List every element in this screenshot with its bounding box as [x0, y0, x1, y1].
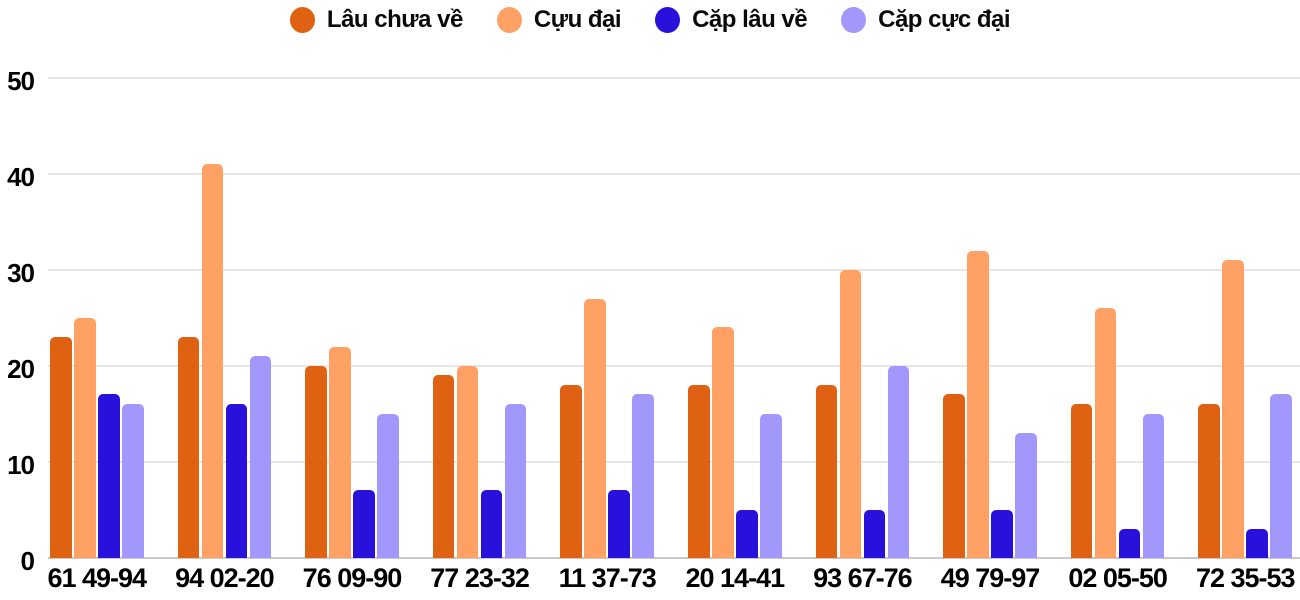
legend-color-dot-icon — [289, 7, 315, 33]
legend-label: Cặp cực đại — [878, 6, 1011, 33]
bar — [1270, 394, 1292, 558]
bar — [504, 404, 527, 558]
bar-group — [1198, 260, 1292, 558]
bar — [249, 356, 272, 558]
x-axis-tick-label: 11 37-73 — [558, 563, 657, 593]
bar — [608, 490, 630, 558]
bar — [967, 250, 989, 558]
bar — [1246, 528, 1268, 558]
legend-color-dot-icon — [841, 7, 867, 33]
x-axis-labels: 61 49-94 94 02-20 76 09-90 77 23-32 11 37-73… — [47, 563, 1296, 594]
gridline — [48, 172, 1300, 175]
x-axis-tick-label: 77 23-32 — [430, 563, 530, 593]
bar — [712, 327, 734, 558]
legend-label: Lâu chưa về — [326, 6, 463, 33]
legend-label: Cặp lâu về — [692, 6, 808, 33]
bar — [632, 394, 654, 558]
y-axis-tick-label: 20 — [7, 353, 35, 384]
x-axis-tick-label: 76 09-90 — [302, 563, 403, 593]
x-axis-line — [48, 556, 1300, 559]
x-axis-tick-label: 20 14-41 — [685, 563, 786, 593]
bar-group — [50, 317, 144, 558]
y-axis-tick-label: 0 — [20, 545, 35, 576]
bar — [353, 490, 375, 558]
bar — [1015, 432, 1037, 558]
bars-row — [50, 78, 1292, 558]
bar-group — [943, 250, 1037, 558]
legend-item: Cựu đại — [496, 6, 622, 34]
bar — [1118, 528, 1141, 558]
bar — [98, 394, 120, 558]
x-axis-tick-label: 72 35-53 — [1195, 563, 1296, 593]
bar — [225, 404, 248, 558]
bar — [480, 490, 503, 558]
bar-group — [1070, 308, 1165, 558]
bar-group — [305, 346, 399, 558]
bar — [74, 317, 96, 558]
x-axis-tick-label: 02 05-50 — [1068, 563, 1168, 593]
bar — [1094, 308, 1117, 558]
legend-color-dot-icon — [496, 7, 522, 33]
legend-item: Cặp cực đại — [841, 6, 1011, 34]
bar — [329, 346, 351, 558]
gridline — [48, 460, 1300, 463]
legend-label: Cựu đại — [533, 6, 622, 33]
bar-group — [560, 298, 654, 558]
x-axis-tick-label: 61 49-94 — [47, 563, 147, 593]
bar — [1142, 413, 1165, 558]
gridline — [48, 268, 1300, 271]
bar — [815, 384, 838, 558]
x-axis-tick-label: 49 79-97 — [940, 563, 1041, 593]
bar — [943, 394, 965, 558]
gridline — [48, 77, 1300, 79]
bar — [122, 404, 144, 558]
bar — [839, 269, 862, 558]
bar — [863, 509, 886, 558]
bar — [377, 413, 399, 558]
bar — [887, 365, 910, 558]
x-axis-tick-label: 94 02-20 — [175, 563, 275, 593]
bar-group — [177, 164, 272, 558]
bar — [688, 384, 710, 558]
y-axis-tick-label: 10 — [7, 449, 35, 480]
bar — [1198, 404, 1220, 558]
bar-group — [815, 269, 910, 558]
bar — [456, 365, 479, 558]
y-axis-tick-label: 40 — [7, 161, 35, 192]
bar — [177, 336, 200, 558]
y-axis-tick-label: 50 — [7, 66, 35, 96]
bar — [1222, 260, 1244, 558]
legend-item: Cặp lâu về — [655, 6, 808, 34]
bar — [736, 509, 758, 558]
bar — [432, 375, 455, 558]
bar — [760, 413, 782, 558]
legend-item: Lâu chưa về — [289, 6, 463, 34]
bar — [584, 298, 606, 558]
bar — [560, 384, 582, 558]
bar — [201, 164, 224, 558]
chart-legend: Lâu chưa về Cựu đại Cặp lâu về Cặp cực đại — [0, 6, 1300, 34]
bar-group — [688, 327, 782, 558]
bar — [50, 336, 72, 558]
bar-group — [432, 365, 527, 558]
legend-color-dot-icon — [655, 7, 681, 33]
bar — [1070, 404, 1093, 558]
bar — [991, 509, 1013, 558]
x-axis-tick-label: 93 67-76 — [813, 563, 913, 593]
y-axis-tick-label: 30 — [7, 257, 35, 288]
gridline — [48, 364, 1300, 367]
bar — [305, 365, 327, 558]
